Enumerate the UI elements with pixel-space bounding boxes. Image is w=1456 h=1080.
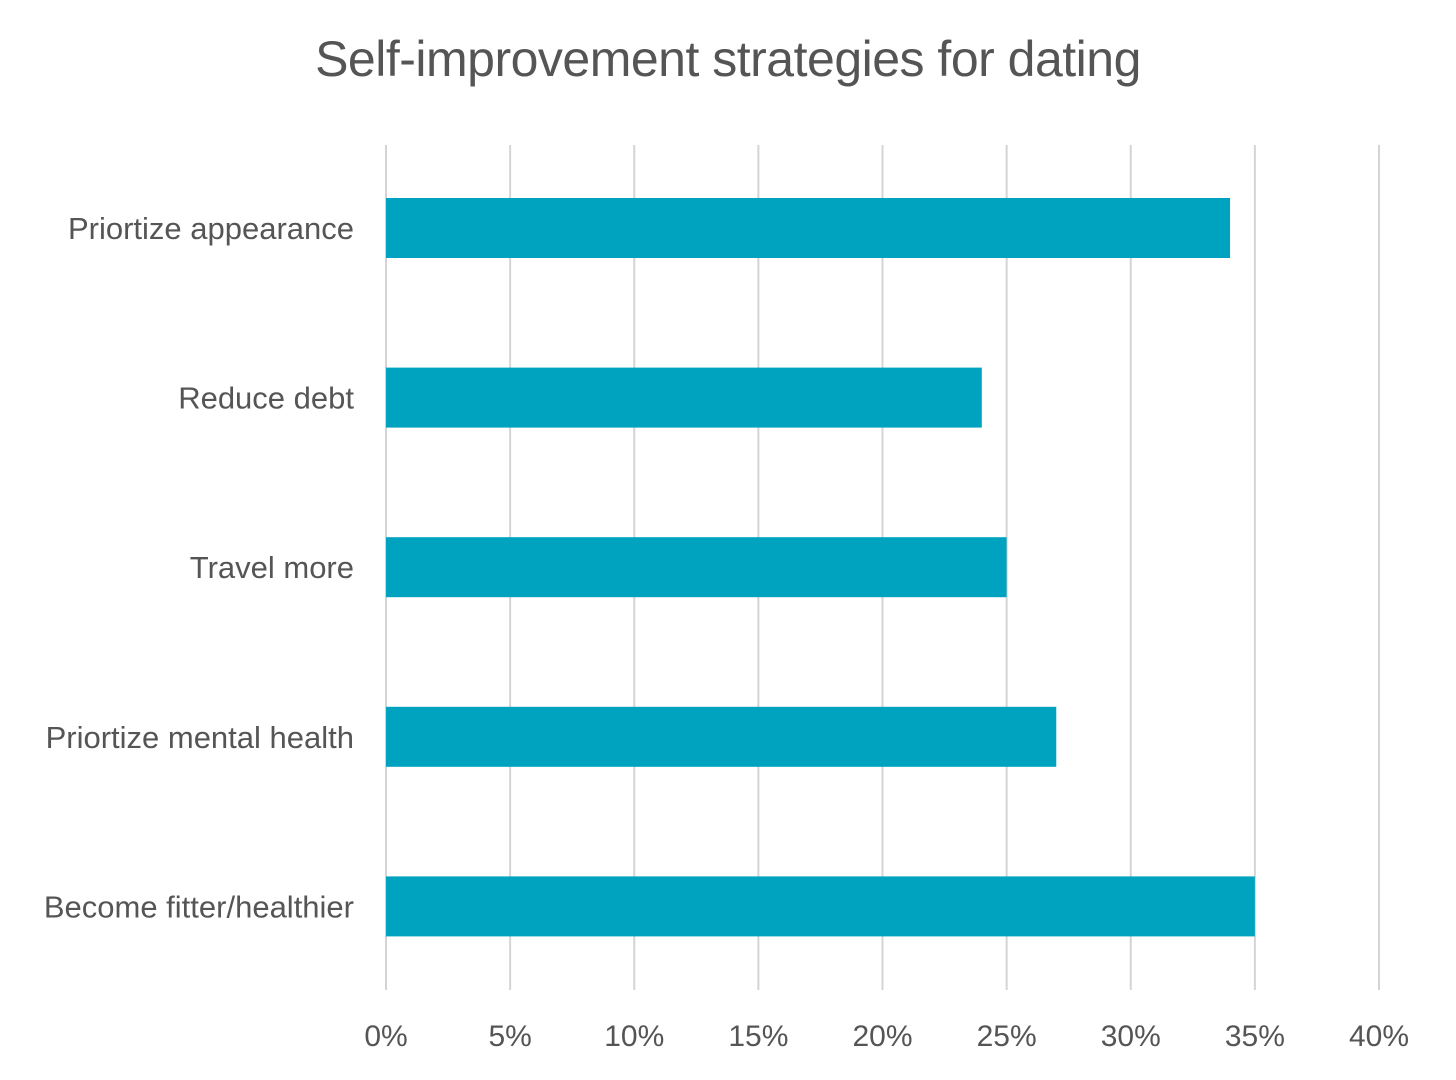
x-tick-label: 15%: [728, 1020, 788, 1053]
x-tick-label: 5%: [488, 1020, 531, 1053]
bar: [386, 367, 982, 428]
bar: [386, 198, 1231, 258]
category-label: Become fitter/healthier: [44, 889, 354, 924]
x-tick-label: 0%: [364, 1020, 407, 1053]
x-tick-label: 35%: [1225, 1020, 1285, 1053]
category-label: Travel more: [190, 550, 354, 585]
category-label: Priortize mental health: [46, 720, 354, 755]
bar: [386, 537, 1007, 598]
x-tick-label: 30%: [1101, 1020, 1161, 1053]
category-label: Priortize appearance: [68, 211, 354, 246]
x-tick-label: 25%: [977, 1020, 1037, 1053]
bar: [386, 876, 1255, 937]
category-label: Reduce debt: [178, 381, 354, 416]
bar: [386, 706, 1057, 767]
chart-title: Self-improvement strategies for dating: [315, 31, 1141, 87]
x-tick-label: 10%: [604, 1020, 664, 1053]
x-tick-label: 40%: [1349, 1020, 1409, 1053]
x-tick-label: 20%: [852, 1020, 912, 1053]
